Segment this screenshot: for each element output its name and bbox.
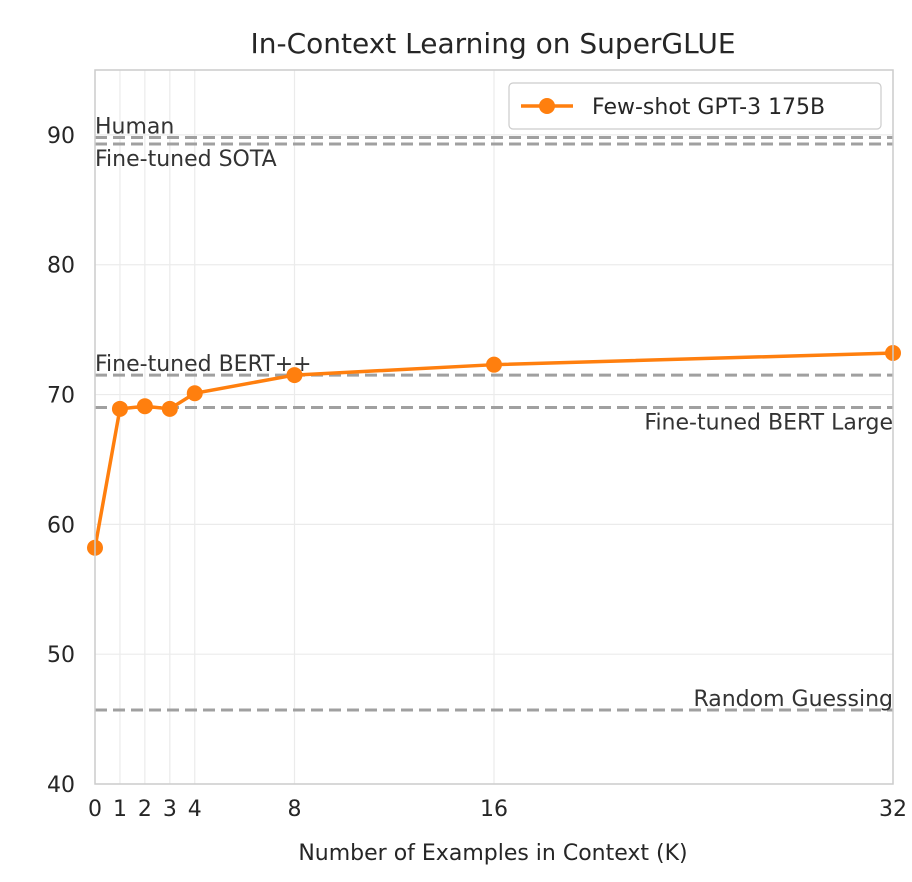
grid <box>94 70 894 785</box>
data-point <box>111 400 128 417</box>
legend-box <box>508 82 882 130</box>
legend-label: Few-shot GPT-3 175B <box>592 95 825 120</box>
x-tick-label: 2 <box>138 797 152 822</box>
reference-line-label: Fine-tuned BERT Large <box>644 411 893 436</box>
data-point <box>161 400 178 417</box>
x-tick-label: 8 <box>288 797 302 822</box>
reference-line-label: Fine-tuned SOTA <box>95 147 277 172</box>
y-tick-label: 60 <box>47 513 75 538</box>
data-point <box>136 398 153 415</box>
legend-swatch-marker <box>539 98 555 114</box>
data-point <box>286 367 303 384</box>
plot-frame <box>94 69 894 785</box>
x-tick-label: 0 <box>88 797 102 822</box>
legend: Few-shot GPT-3 175B <box>508 82 882 130</box>
y-tick-label: 40 <box>47 773 75 798</box>
reference-lines: Human Fine-tuned SOTA Fine-tuned BERT++ Fin… <box>95 115 893 712</box>
x-axis-label: Number of Examples in Context (K) <box>298 841 687 866</box>
y-axis-ticks: 40 50 60 70 80 90 <box>47 124 75 798</box>
x-axis-ticks: 0 1 2 3 4 8 16 32 <box>88 797 907 822</box>
x-tick-label: 3 <box>163 797 177 822</box>
y-tick-label: 80 <box>47 254 75 279</box>
y-tick-label: 70 <box>47 384 75 409</box>
reference-line-label: Fine-tuned BERT++ <box>95 352 312 377</box>
x-tick-label: 1 <box>113 797 127 822</box>
y-tick-label: 90 <box>47 124 75 149</box>
y-tick-label: 50 <box>47 643 75 668</box>
data-point <box>486 356 502 373</box>
chart-title: In-Context Learning on SuperGLUE <box>250 27 735 60</box>
x-tick-label: 4 <box>188 797 202 822</box>
x-tick-label: 16 <box>480 797 508 822</box>
reference-line-label: Random Guessing <box>693 687 893 712</box>
reference-line-label: Human <box>95 115 174 140</box>
x-tick-label: 32 <box>879 797 907 822</box>
data-point <box>186 385 203 402</box>
